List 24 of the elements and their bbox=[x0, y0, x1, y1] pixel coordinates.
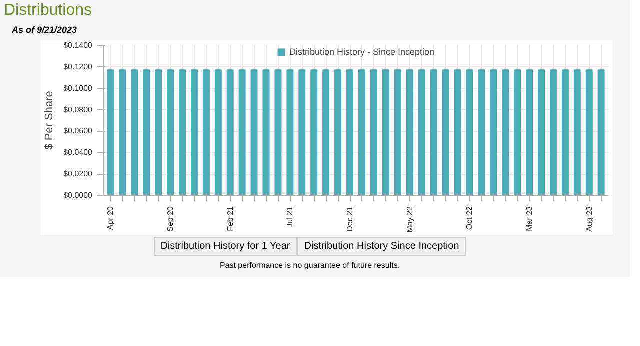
x-tick-label: Jul 21 bbox=[286, 206, 295, 228]
legend-label: Distribution History - Since Inception bbox=[289, 47, 435, 57]
y-tick-label: $0.0200 bbox=[64, 170, 94, 179]
text: Distribution History Since Inception bbox=[297, 237, 466, 256]
chart-title: Distributions bbox=[4, 1, 92, 21]
y-tick-label: $0.0800 bbox=[64, 105, 94, 114]
text: Distribution History for 1 Year bbox=[154, 237, 298, 256]
x-tick-label: Feb 21 bbox=[226, 206, 235, 232]
x-tick-label: Sep 20 bbox=[166, 206, 176, 232]
y-tick-label: $0.1000 bbox=[64, 84, 94, 93]
x-tick-label: Mar 23 bbox=[525, 206, 534, 232]
y-tick-label: $0.1200 bbox=[64, 62, 94, 72]
x-tick-label: Oct 22 bbox=[465, 206, 474, 230]
y-tick-label: $0.1400 bbox=[64, 41, 94, 50]
y-tick-label: $0.0400 bbox=[64, 148, 94, 158]
y-tick-label: $0.0000 bbox=[64, 191, 94, 200]
x-tick-label: Aug 23 bbox=[584, 206, 594, 232]
x-tick-label: May 22 bbox=[405, 206, 414, 233]
y-axis-title: $ Per Share bbox=[44, 91, 56, 150]
text: Past performance is no guarantee of future results. bbox=[218, 260, 402, 272]
x-tick-label: Apr 20 bbox=[106, 206, 116, 230]
x-tick-label: Dec 21 bbox=[346, 206, 355, 232]
chart-subtitle: As of 9/21/2023 bbox=[12, 24, 78, 37]
y-tick-label: $0.0600 bbox=[64, 126, 94, 136]
